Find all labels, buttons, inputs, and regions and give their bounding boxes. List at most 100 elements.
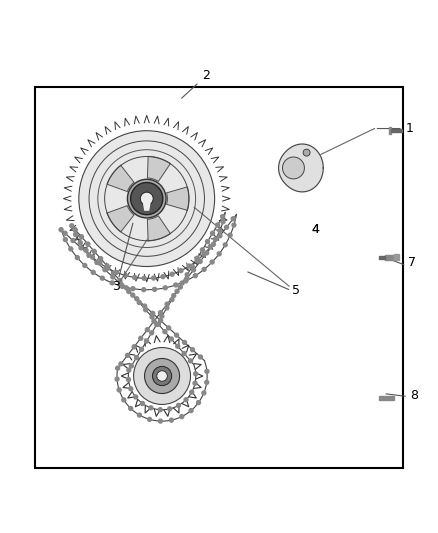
Circle shape	[210, 260, 214, 264]
Circle shape	[184, 398, 188, 402]
Circle shape	[140, 192, 153, 205]
Circle shape	[86, 242, 90, 246]
Circle shape	[168, 407, 172, 411]
Circle shape	[133, 276, 137, 279]
Circle shape	[142, 288, 146, 292]
Circle shape	[205, 239, 209, 244]
Circle shape	[129, 364, 133, 368]
Bar	[394, 254, 399, 260]
Circle shape	[91, 255, 95, 259]
Circle shape	[283, 157, 304, 179]
Circle shape	[152, 287, 156, 292]
Circle shape	[75, 256, 79, 260]
Circle shape	[201, 248, 205, 252]
Circle shape	[175, 333, 179, 337]
Circle shape	[176, 344, 180, 348]
Circle shape	[117, 388, 121, 392]
Circle shape	[152, 366, 172, 386]
Circle shape	[135, 297, 139, 301]
Circle shape	[83, 263, 87, 268]
Circle shape	[158, 408, 162, 411]
Text: 2: 2	[182, 69, 210, 98]
Circle shape	[221, 215, 225, 219]
Circle shape	[148, 417, 152, 421]
Circle shape	[180, 415, 184, 418]
Circle shape	[71, 239, 75, 243]
Circle shape	[129, 387, 133, 391]
Circle shape	[79, 235, 83, 239]
Circle shape	[114, 270, 118, 274]
Circle shape	[131, 287, 135, 290]
Circle shape	[193, 381, 197, 385]
Text: 8: 8	[410, 389, 418, 402]
Circle shape	[142, 276, 146, 280]
Circle shape	[179, 269, 183, 272]
Polygon shape	[107, 206, 134, 232]
Bar	[379, 256, 385, 259]
Circle shape	[159, 419, 162, 423]
Circle shape	[70, 224, 74, 228]
Circle shape	[218, 234, 222, 238]
Polygon shape	[166, 187, 189, 211]
Circle shape	[100, 276, 104, 280]
Circle shape	[221, 220, 225, 224]
Circle shape	[170, 418, 173, 422]
Circle shape	[132, 345, 136, 349]
Circle shape	[193, 274, 197, 278]
Circle shape	[141, 401, 145, 406]
Circle shape	[225, 225, 229, 229]
Circle shape	[134, 356, 138, 360]
Circle shape	[215, 223, 219, 227]
Circle shape	[180, 281, 184, 285]
Circle shape	[185, 277, 189, 280]
Circle shape	[165, 302, 169, 306]
Circle shape	[163, 330, 167, 334]
Circle shape	[175, 289, 179, 293]
Circle shape	[170, 272, 174, 276]
Circle shape	[139, 336, 143, 340]
Circle shape	[105, 264, 109, 268]
Circle shape	[127, 289, 131, 294]
Circle shape	[111, 275, 115, 279]
Bar	[379, 395, 394, 400]
Bar	[385, 255, 394, 260]
Circle shape	[189, 359, 193, 363]
Circle shape	[165, 306, 169, 310]
Circle shape	[218, 229, 222, 232]
Circle shape	[69, 247, 73, 251]
Circle shape	[74, 232, 78, 237]
Circle shape	[73, 228, 77, 231]
Circle shape	[160, 314, 164, 318]
Bar	[391, 130, 402, 132]
Circle shape	[228, 233, 232, 237]
Circle shape	[191, 268, 195, 272]
Circle shape	[190, 390, 194, 394]
Text: 1: 1	[377, 122, 413, 135]
Text: 3: 3	[112, 280, 120, 293]
Circle shape	[124, 286, 128, 290]
Circle shape	[87, 253, 91, 257]
Circle shape	[152, 319, 156, 323]
Circle shape	[119, 362, 123, 366]
Circle shape	[211, 231, 215, 235]
Circle shape	[155, 322, 159, 327]
Text: 6: 6	[165, 348, 173, 361]
Circle shape	[213, 237, 217, 241]
Circle shape	[99, 257, 102, 261]
Circle shape	[126, 353, 130, 357]
Circle shape	[116, 366, 120, 370]
Circle shape	[156, 322, 160, 326]
Circle shape	[177, 403, 180, 407]
Circle shape	[178, 285, 182, 289]
Circle shape	[152, 276, 155, 280]
Circle shape	[202, 252, 206, 256]
Circle shape	[124, 273, 127, 277]
Text: 5: 5	[292, 284, 300, 297]
Circle shape	[202, 268, 206, 271]
Circle shape	[159, 311, 162, 314]
Circle shape	[182, 352, 186, 356]
Circle shape	[79, 246, 83, 250]
Bar	[389, 127, 391, 134]
Circle shape	[127, 368, 131, 372]
Circle shape	[64, 238, 67, 241]
